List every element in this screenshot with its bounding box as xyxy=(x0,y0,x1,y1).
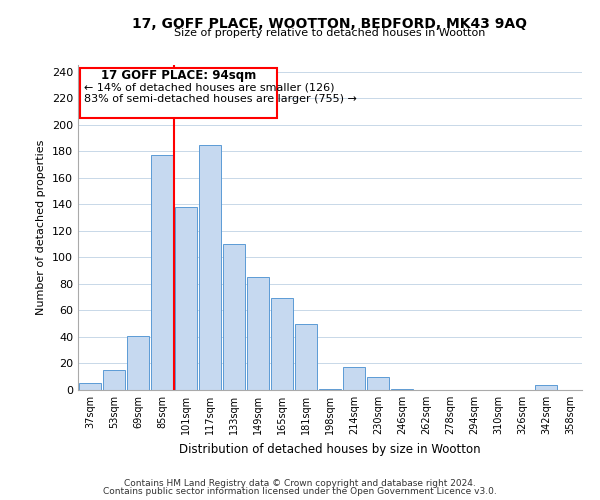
Bar xyxy=(103,370,125,390)
Y-axis label: Number of detached properties: Number of detached properties xyxy=(37,140,46,315)
Bar xyxy=(247,277,269,390)
Text: 17, GOFF PLACE, WOOTTON, BEDFORD, MK43 9AQ: 17, GOFF PLACE, WOOTTON, BEDFORD, MK43 9… xyxy=(133,18,527,32)
X-axis label: Distribution of detached houses by size in Wootton: Distribution of detached houses by size … xyxy=(179,442,481,456)
FancyBboxPatch shape xyxy=(80,68,277,118)
Bar xyxy=(175,207,197,390)
Bar xyxy=(199,144,221,390)
Bar xyxy=(127,336,149,390)
Bar xyxy=(151,155,173,390)
Bar xyxy=(367,376,389,390)
Bar xyxy=(295,324,317,390)
Text: Contains HM Land Registry data © Crown copyright and database right 2024.: Contains HM Land Registry data © Crown c… xyxy=(124,478,476,488)
Bar xyxy=(271,298,293,390)
Bar xyxy=(319,388,341,390)
Bar xyxy=(223,244,245,390)
Text: 17 GOFF PLACE: 94sqm: 17 GOFF PLACE: 94sqm xyxy=(101,69,256,82)
Bar xyxy=(79,384,101,390)
Bar xyxy=(535,384,557,390)
Bar xyxy=(391,388,413,390)
Text: 83% of semi-detached houses are larger (755) →: 83% of semi-detached houses are larger (… xyxy=(84,94,357,104)
Text: ← 14% of detached houses are smaller (126): ← 14% of detached houses are smaller (12… xyxy=(84,82,335,92)
Text: Contains public sector information licensed under the Open Government Licence v3: Contains public sector information licen… xyxy=(103,487,497,496)
Bar xyxy=(343,368,365,390)
Text: Size of property relative to detached houses in Wootton: Size of property relative to detached ho… xyxy=(175,28,485,38)
